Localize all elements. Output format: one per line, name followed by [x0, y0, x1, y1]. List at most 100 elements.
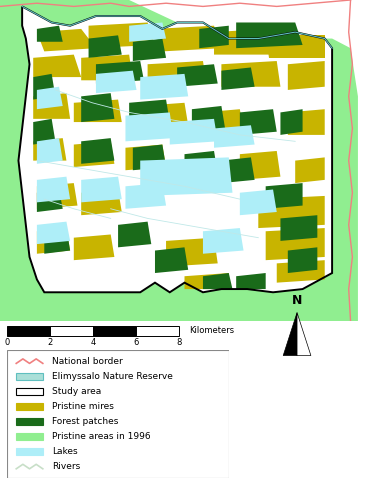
- Polygon shape: [37, 189, 63, 212]
- Bar: [16, 418, 43, 425]
- Polygon shape: [81, 55, 133, 80]
- Bar: [16, 448, 43, 455]
- Polygon shape: [280, 109, 303, 135]
- Polygon shape: [37, 87, 63, 109]
- Polygon shape: [266, 35, 325, 58]
- Polygon shape: [283, 313, 297, 355]
- Polygon shape: [0, 0, 358, 321]
- Text: N: N: [292, 294, 302, 307]
- Bar: [7, 326, 50, 336]
- Polygon shape: [258, 196, 325, 228]
- Polygon shape: [118, 222, 151, 247]
- Polygon shape: [203, 228, 244, 254]
- Polygon shape: [214, 29, 273, 55]
- Polygon shape: [221, 157, 255, 183]
- Bar: [16, 373, 43, 380]
- Polygon shape: [221, 68, 255, 90]
- Text: Elimyssalo Nature Reserve: Elimyssalo Nature Reserve: [52, 372, 173, 381]
- Polygon shape: [203, 109, 244, 135]
- Bar: [16, 388, 43, 395]
- Polygon shape: [266, 183, 303, 209]
- Polygon shape: [240, 151, 280, 180]
- Polygon shape: [297, 313, 311, 355]
- Polygon shape: [133, 39, 166, 61]
- Text: 0: 0: [5, 338, 10, 347]
- Polygon shape: [96, 61, 144, 84]
- Polygon shape: [236, 23, 303, 48]
- Text: 8: 8: [176, 338, 181, 347]
- Polygon shape: [44, 228, 70, 254]
- Polygon shape: [89, 35, 122, 58]
- Polygon shape: [148, 61, 207, 87]
- Polygon shape: [192, 106, 225, 132]
- Polygon shape: [81, 177, 122, 202]
- Polygon shape: [288, 61, 325, 90]
- Polygon shape: [125, 144, 166, 170]
- Bar: [16, 433, 43, 440]
- Polygon shape: [37, 138, 63, 164]
- Text: Rivers: Rivers: [52, 462, 80, 471]
- Bar: [16, 403, 43, 410]
- Polygon shape: [203, 273, 232, 289]
- Polygon shape: [81, 138, 114, 164]
- Polygon shape: [288, 247, 317, 273]
- Polygon shape: [81, 189, 122, 215]
- Polygon shape: [81, 93, 114, 122]
- Polygon shape: [236, 273, 266, 289]
- Polygon shape: [33, 138, 66, 160]
- Polygon shape: [33, 55, 81, 77]
- Text: 2: 2: [48, 338, 53, 347]
- Polygon shape: [37, 29, 96, 51]
- Polygon shape: [214, 125, 255, 148]
- Text: 6: 6: [133, 338, 138, 347]
- Polygon shape: [140, 157, 232, 196]
- Text: National border: National border: [52, 357, 123, 366]
- Polygon shape: [184, 273, 229, 289]
- Polygon shape: [140, 74, 188, 99]
- Polygon shape: [170, 119, 218, 144]
- Polygon shape: [155, 26, 221, 51]
- Polygon shape: [89, 23, 155, 48]
- Polygon shape: [33, 74, 55, 99]
- Polygon shape: [240, 109, 277, 135]
- Text: 4: 4: [90, 338, 96, 347]
- Polygon shape: [37, 26, 63, 42]
- Polygon shape: [74, 99, 122, 122]
- Polygon shape: [37, 228, 70, 254]
- Text: Pristine mires: Pristine mires: [52, 402, 114, 411]
- Polygon shape: [140, 103, 188, 128]
- Polygon shape: [221, 61, 280, 87]
- Text: Study area: Study area: [52, 387, 101, 396]
- Polygon shape: [125, 113, 173, 142]
- Text: Lakes: Lakes: [52, 447, 77, 456]
- Polygon shape: [33, 119, 55, 144]
- Polygon shape: [133, 144, 166, 170]
- Polygon shape: [184, 151, 218, 177]
- Polygon shape: [155, 247, 188, 273]
- Polygon shape: [96, 71, 137, 93]
- Bar: [93, 326, 136, 336]
- Polygon shape: [240, 189, 277, 215]
- Polygon shape: [125, 183, 166, 209]
- Polygon shape: [37, 183, 77, 209]
- Polygon shape: [280, 215, 317, 241]
- Polygon shape: [37, 177, 70, 202]
- Bar: [136, 326, 179, 336]
- Polygon shape: [166, 238, 218, 267]
- Polygon shape: [37, 222, 70, 244]
- Bar: [50, 326, 93, 336]
- Polygon shape: [74, 142, 114, 167]
- Polygon shape: [266, 228, 325, 260]
- Polygon shape: [129, 23, 166, 42]
- Text: Pristine areas in 1996: Pristine areas in 1996: [52, 432, 150, 441]
- Text: Kilometers: Kilometers: [189, 327, 234, 335]
- Polygon shape: [277, 260, 325, 283]
- Polygon shape: [199, 26, 229, 48]
- Polygon shape: [288, 109, 325, 135]
- Polygon shape: [33, 93, 70, 119]
- Polygon shape: [74, 234, 114, 260]
- Polygon shape: [295, 157, 325, 183]
- Polygon shape: [177, 64, 218, 87]
- Polygon shape: [129, 99, 170, 125]
- Polygon shape: [18, 6, 332, 292]
